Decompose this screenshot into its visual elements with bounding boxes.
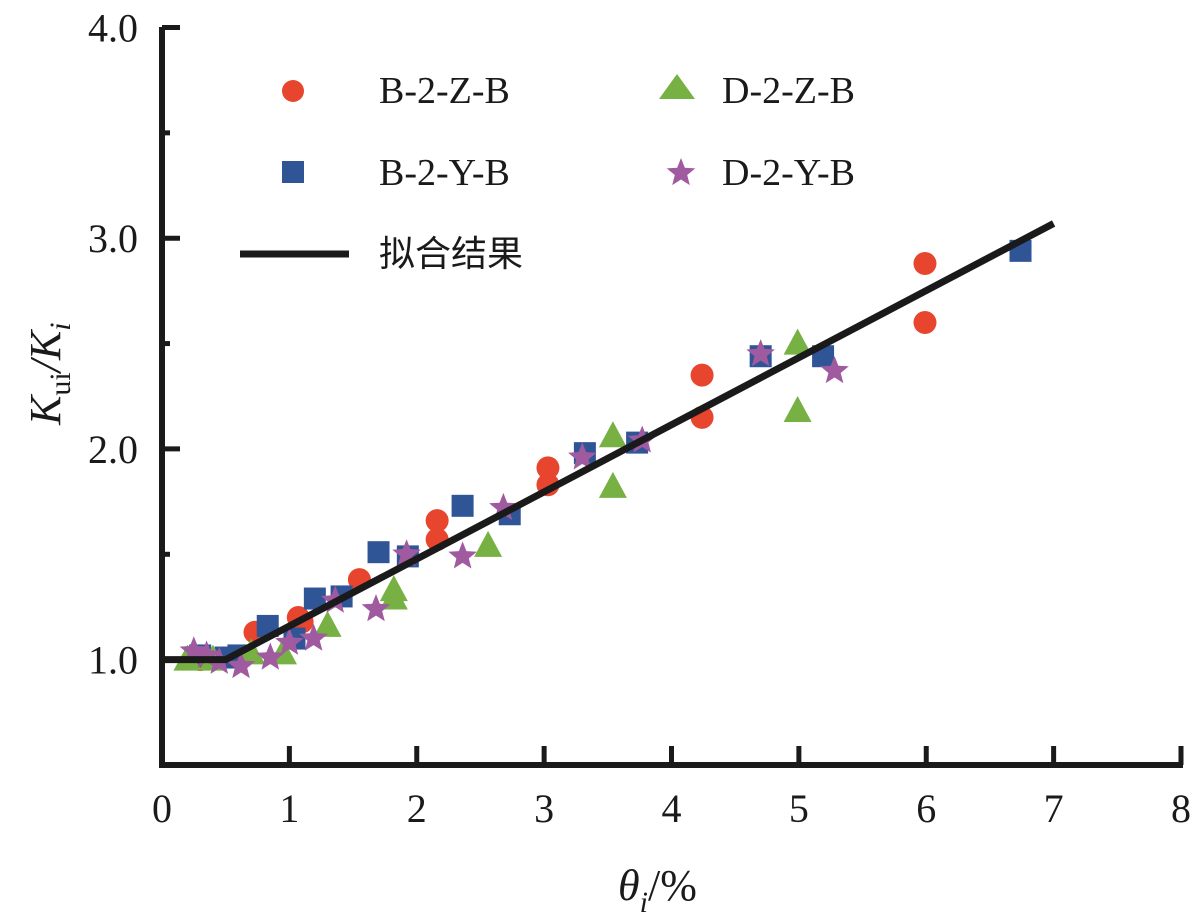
legend-triangle-marker bbox=[659, 74, 695, 99]
x-tick-label: 3 bbox=[534, 786, 554, 831]
legend-label-d-2-y-b: D-2-Y-B bbox=[722, 152, 855, 194]
legend: B-2-Z-B B-2-Y-B 拟合结果 D-2-Z-B D-2-Y-B bbox=[240, 70, 855, 275]
legend-item-fit: 拟合结果 bbox=[240, 234, 523, 275]
legend-item-d-2-z-b: D-2-Z-B bbox=[659, 70, 855, 112]
data-point-star bbox=[820, 356, 849, 384]
x-tick-label: 6 bbox=[916, 786, 936, 831]
data-point-star bbox=[179, 636, 209, 664]
fit-line-layer bbox=[162, 220, 1056, 664]
x-axis-label: θi/% bbox=[618, 861, 697, 919]
data-point-star bbox=[361, 594, 391, 622]
y-axis-label-sub2: i bbox=[44, 322, 77, 330]
x-tick-label: 0 bbox=[152, 786, 172, 831]
legend-label-fit: 拟合结果 bbox=[379, 234, 523, 275]
legend-item-d-2-y-b: D-2-Y-B bbox=[666, 152, 855, 194]
y-tick-label: 2.0 bbox=[88, 427, 138, 472]
legend-square-marker bbox=[282, 161, 304, 183]
data-point-square bbox=[367, 541, 390, 564]
ticks: 0 1 2 3 4 5 6 7 8 1.0 2.0 3.0 4.0 bbox=[88, 6, 1191, 832]
data-point-circle bbox=[913, 311, 937, 334]
fit-line bbox=[162, 220, 1056, 664]
data-point-triangle bbox=[379, 583, 408, 610]
legend-item-b-2-y-b: B-2-Y-B bbox=[282, 152, 510, 194]
data-point-triangle bbox=[598, 421, 627, 448]
x-tick-label: 8 bbox=[1171, 786, 1191, 831]
data-point-triangle bbox=[474, 530, 503, 557]
data-point-triangle bbox=[783, 396, 812, 422]
data-point-star bbox=[192, 640, 221, 668]
x-tick-label: 4 bbox=[662, 786, 682, 831]
data-point-triangle bbox=[237, 638, 266, 665]
x-tick-label: 5 bbox=[789, 786, 809, 831]
y-axis-label: Kui/Ki bbox=[21, 322, 77, 426]
x-tick-label: 1 bbox=[279, 786, 299, 831]
y-tick-label: 4.0 bbox=[88, 6, 138, 51]
series-B-2-Z-B bbox=[188, 252, 937, 672]
x-tick-label: 7 bbox=[1044, 786, 1064, 831]
data-point-circle bbox=[425, 509, 449, 533]
y-tick-label: 1.0 bbox=[88, 638, 138, 683]
data-point-triangle bbox=[313, 610, 342, 637]
x-tick-label: 2 bbox=[407, 786, 427, 831]
legend-label-d-2-z-b: D-2-Z-B bbox=[722, 70, 855, 112]
y-axis-label-sub1: ui bbox=[44, 372, 77, 395]
legend-star-marker bbox=[666, 158, 696, 186]
data-point-star bbox=[226, 651, 256, 679]
legend-item-b-2-z-b: B-2-Z-B bbox=[282, 70, 510, 112]
y-tick-label: 3.0 bbox=[88, 216, 138, 261]
data-point-star bbox=[448, 541, 477, 569]
data-point-star bbox=[299, 623, 328, 651]
y-axis-label-main1: K bbox=[21, 393, 70, 426]
data-point-star bbox=[392, 539, 421, 567]
data-point-star bbox=[256, 642, 285, 670]
x-axis-label-suffix: /% bbox=[648, 861, 697, 910]
y-axis-label-sep: / bbox=[21, 356, 70, 375]
data-point-star bbox=[275, 627, 304, 655]
data-point-circle bbox=[536, 456, 560, 480]
legend-circle-marker bbox=[282, 80, 304, 102]
data-point-star bbox=[568, 442, 597, 470]
data-point-square bbox=[303, 587, 326, 610]
legend-label-b-2-y-b: B-2-Y-B bbox=[379, 152, 510, 194]
data-point-star bbox=[489, 492, 518, 521]
y-axis-label-main2: K bbox=[21, 328, 70, 361]
data-point-star bbox=[746, 339, 775, 367]
data-point-square bbox=[451, 494, 474, 517]
x-axis-label-main: θ bbox=[618, 861, 640, 910]
axes bbox=[159, 27, 1183, 768]
data-point-circle bbox=[690, 363, 714, 387]
legend-label-b-2-z-b: B-2-Z-B bbox=[379, 70, 510, 112]
data-point-circle bbox=[913, 252, 937, 275]
data-point-triangle bbox=[783, 328, 812, 355]
x-axis-label-sub: i bbox=[640, 886, 648, 919]
data-point-triangle bbox=[598, 471, 627, 498]
